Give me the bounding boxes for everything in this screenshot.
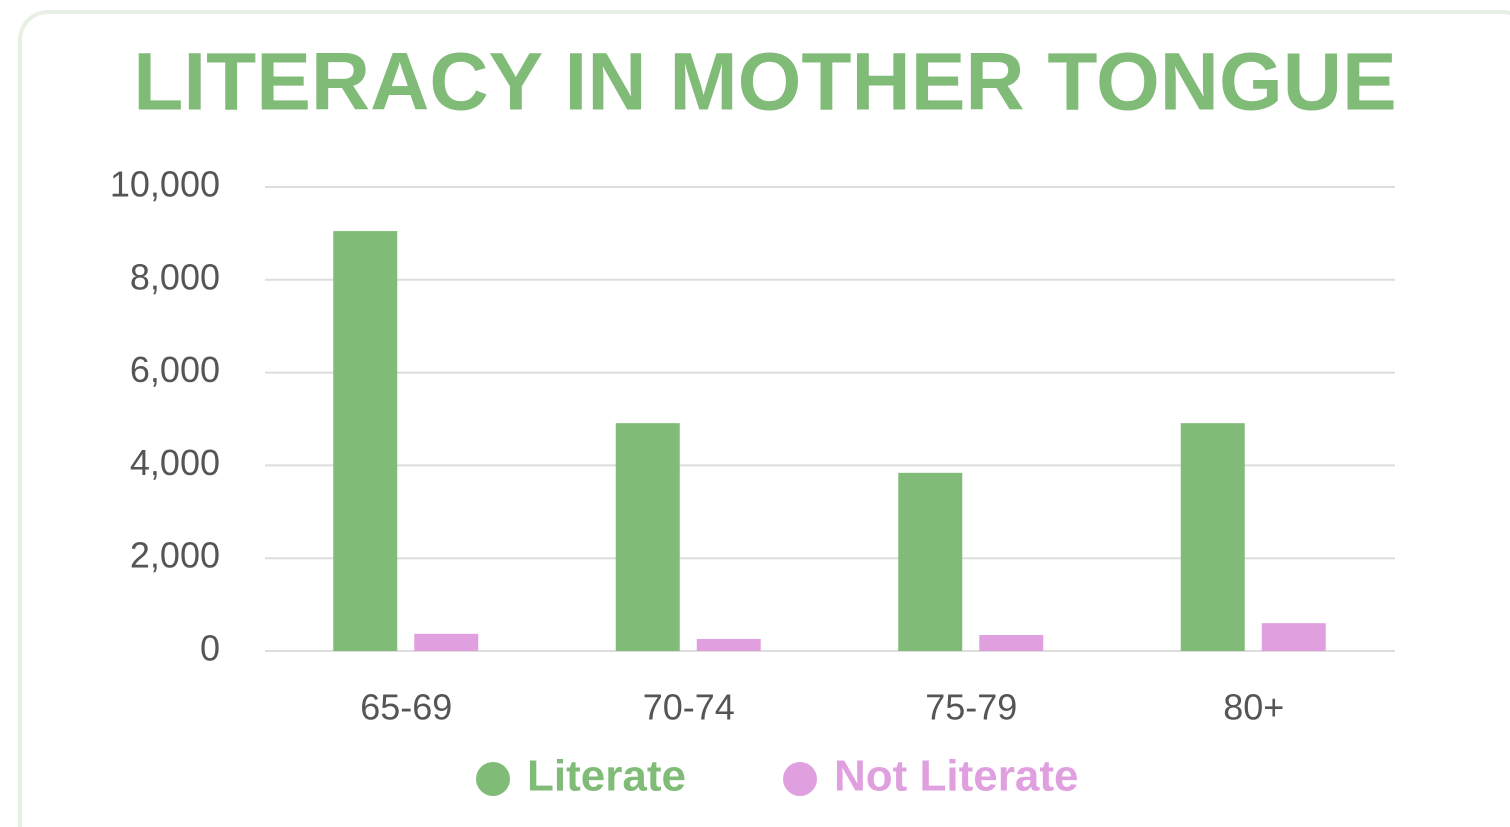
bar: [898, 472, 963, 651]
y-tick-label: 6,000: [130, 349, 220, 390]
x-tick-label: 80+: [1223, 687, 1284, 728]
x-tick-label: 65-69: [360, 687, 452, 728]
bar: [414, 633, 479, 651]
bar: [1261, 623, 1326, 651]
y-tick-label: 10,000: [110, 164, 220, 205]
y-tick-label: 2,000: [130, 535, 220, 576]
x-tick-label: 70-74: [643, 687, 735, 728]
x-tick-label: 75-79: [925, 687, 1017, 728]
y-tick-label: 4,000: [130, 442, 220, 483]
legend-marker: [783, 762, 817, 796]
bar: [979, 634, 1044, 651]
bar: [615, 423, 680, 651]
bar: [696, 638, 761, 651]
card: [18, 10, 1510, 827]
legend-marker: [476, 762, 510, 796]
bar: [333, 231, 398, 651]
legend-label: Not Literate: [834, 752, 1078, 801]
y-tick-label: 0: [200, 628, 220, 669]
chart-title: LITERACY IN MOTHER TONGUE: [133, 37, 1396, 128]
bar: [1180, 423, 1245, 651]
y-tick-label: 8,000: [130, 256, 220, 297]
legend-label: Literate: [527, 752, 686, 801]
